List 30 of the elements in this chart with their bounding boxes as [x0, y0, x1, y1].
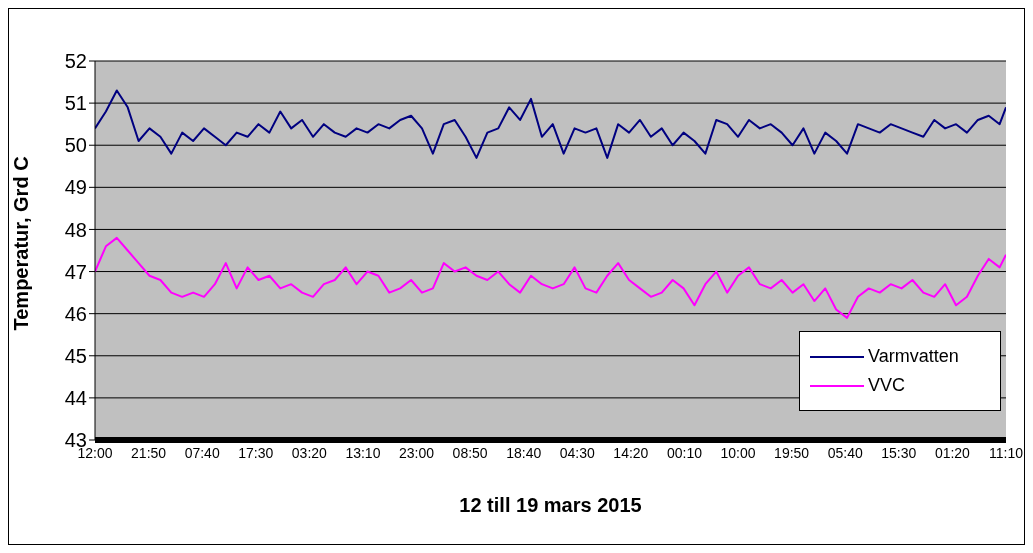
x-tick-label: 11:10: [989, 444, 1024, 461]
y-axis-title: Temperatur, Grd C: [10, 156, 33, 331]
y-tick-label: 45: [64, 344, 87, 367]
y-tick-label: 48: [64, 218, 87, 241]
x-tick-label: 10:00: [720, 444, 756, 461]
x-tick-label: 17:30: [238, 444, 274, 461]
y-tick-label: 50: [64, 134, 87, 157]
y-tick-label: 46: [64, 302, 87, 325]
x-tick-label: 00:10: [666, 444, 703, 461]
x-tick-label: 21:50: [131, 444, 167, 461]
x-tick-label: 08:50: [452, 444, 488, 461]
x-tick-label: 04:30: [559, 444, 596, 461]
x-tick-label: 23:00: [399, 444, 435, 461]
legend-label: VVC: [868, 375, 906, 396]
x-tick-label: 18:40: [506, 444, 542, 461]
y-tick-label: 52: [64, 50, 87, 73]
x-tick-label: 15:30: [881, 444, 917, 461]
x-tick-label: 05:40: [827, 444, 863, 461]
y-tick-label: 44: [64, 386, 87, 409]
x-tick-label: 19:50: [774, 444, 810, 461]
x-axis-title: 12 till 19 mars 2015: [459, 494, 642, 516]
x-tick-label: 14:20: [613, 444, 649, 461]
x-tick-label: 13:10: [345, 444, 381, 461]
x-tick-label: 03:20: [291, 444, 328, 461]
y-tick-label: 49: [64, 176, 87, 199]
x-tick-label: 07:40: [184, 444, 220, 461]
legend-label: Varmvatten: [868, 346, 959, 367]
y-tick-label: 47: [64, 260, 87, 283]
x-tick-label: 01:20: [934, 444, 971, 461]
y-tick-label: 51: [64, 92, 87, 115]
